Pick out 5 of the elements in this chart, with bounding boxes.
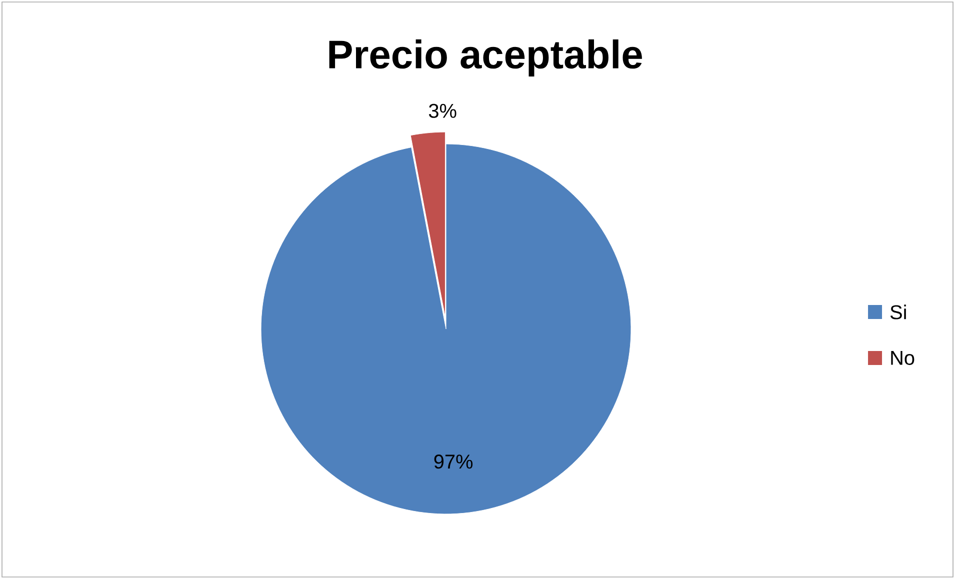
data-label: 97% [434, 454, 473, 469]
chart-title: Precio aceptable [329, 39, 642, 77]
data-label: 3% [428, 104, 456, 118]
legend-label: Si [890, 304, 906, 320]
legend-label: No [891, 351, 914, 365]
